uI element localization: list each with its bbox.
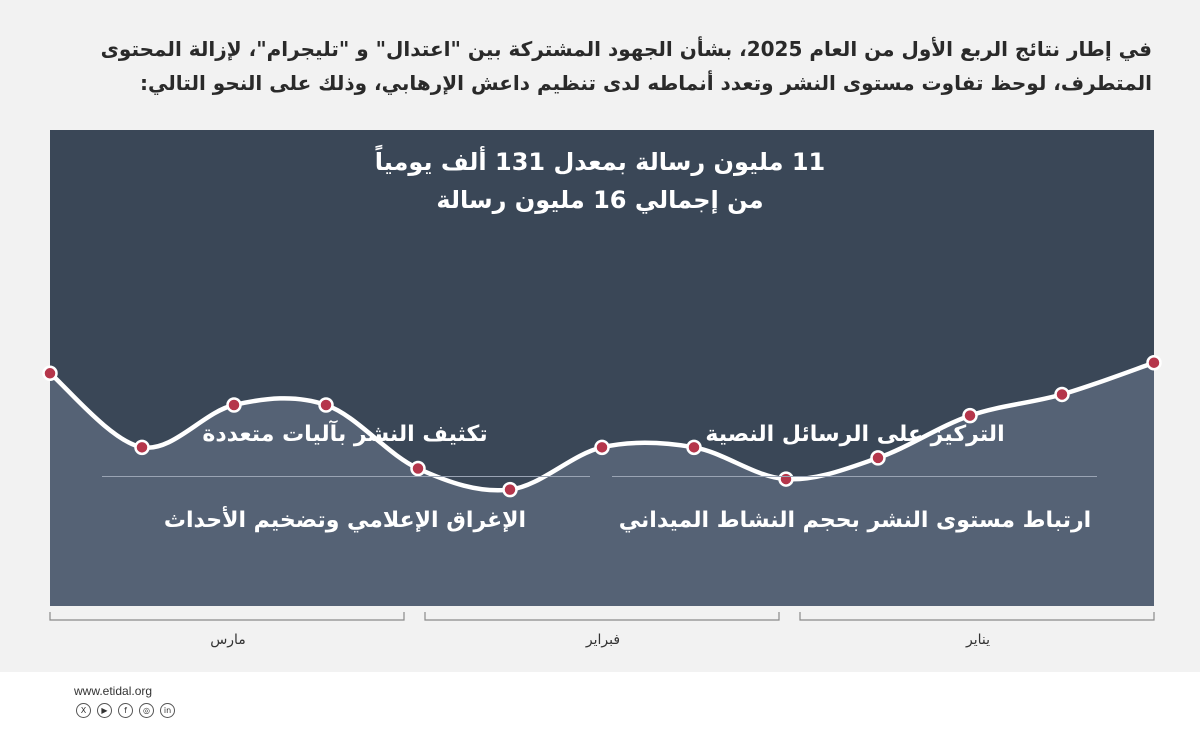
facebook-icon[interactable]: f	[118, 703, 133, 718]
data-point-4	[410, 460, 426, 477]
month-brackets	[49, 612, 1155, 621]
data-point-5	[502, 481, 518, 498]
x-icon[interactable]: X	[76, 703, 91, 718]
intro-paragraph: في إطار نتائج الربع الأول من العام 2025،…	[100, 37, 1152, 95]
instagram-icon[interactable]: ◎	[139, 703, 154, 718]
linkedin-icon[interactable]: in	[160, 703, 175, 718]
feature-field-activity: ارتباط مستوى النشر بحجم النشاط الميداني	[618, 508, 1092, 533]
data-point-2	[226, 397, 242, 413]
data-point-11	[1054, 386, 1070, 403]
footer-bar	[0, 672, 1200, 734]
data-point-6	[594, 439, 610, 456]
data-point-8	[778, 471, 794, 487]
data-point-9	[870, 450, 886, 466]
month-label-february: فبراير	[585, 632, 621, 648]
data-point-0	[42, 365, 58, 382]
chart-area	[50, 362, 1154, 606]
month-label-january: يناير	[965, 632, 990, 648]
headline-secondary: من إجمالي 16 مليون رسالة	[436, 186, 764, 214]
chart-markers	[42, 354, 1162, 498]
data-point-12	[1146, 354, 1162, 371]
headline-primary: 11 مليون رسالة بمعدل 131 ألف يومياً	[374, 148, 826, 176]
divider-left	[102, 476, 590, 477]
divider-right	[612, 476, 1097, 477]
feature-multi-mechanisms: تكثيف النشر بآليات متعددة	[202, 422, 488, 447]
feature-media-flooding: الإغراق الإعلامي وتضخيم الأحداث	[163, 508, 527, 533]
social-links: X ▶ f ◎ in	[76, 703, 175, 718]
feature-text-messages: التركيز على الرسائل النصية	[705, 422, 1005, 447]
month-label-march: مارس	[210, 632, 246, 648]
data-point-10	[962, 407, 978, 424]
site-url[interactable]: www.etidal.org	[74, 684, 153, 698]
data-point-1	[134, 439, 150, 456]
data-point-7	[686, 439, 702, 456]
data-point-3	[318, 397, 334, 413]
youtube-icon[interactable]: ▶	[97, 703, 112, 718]
